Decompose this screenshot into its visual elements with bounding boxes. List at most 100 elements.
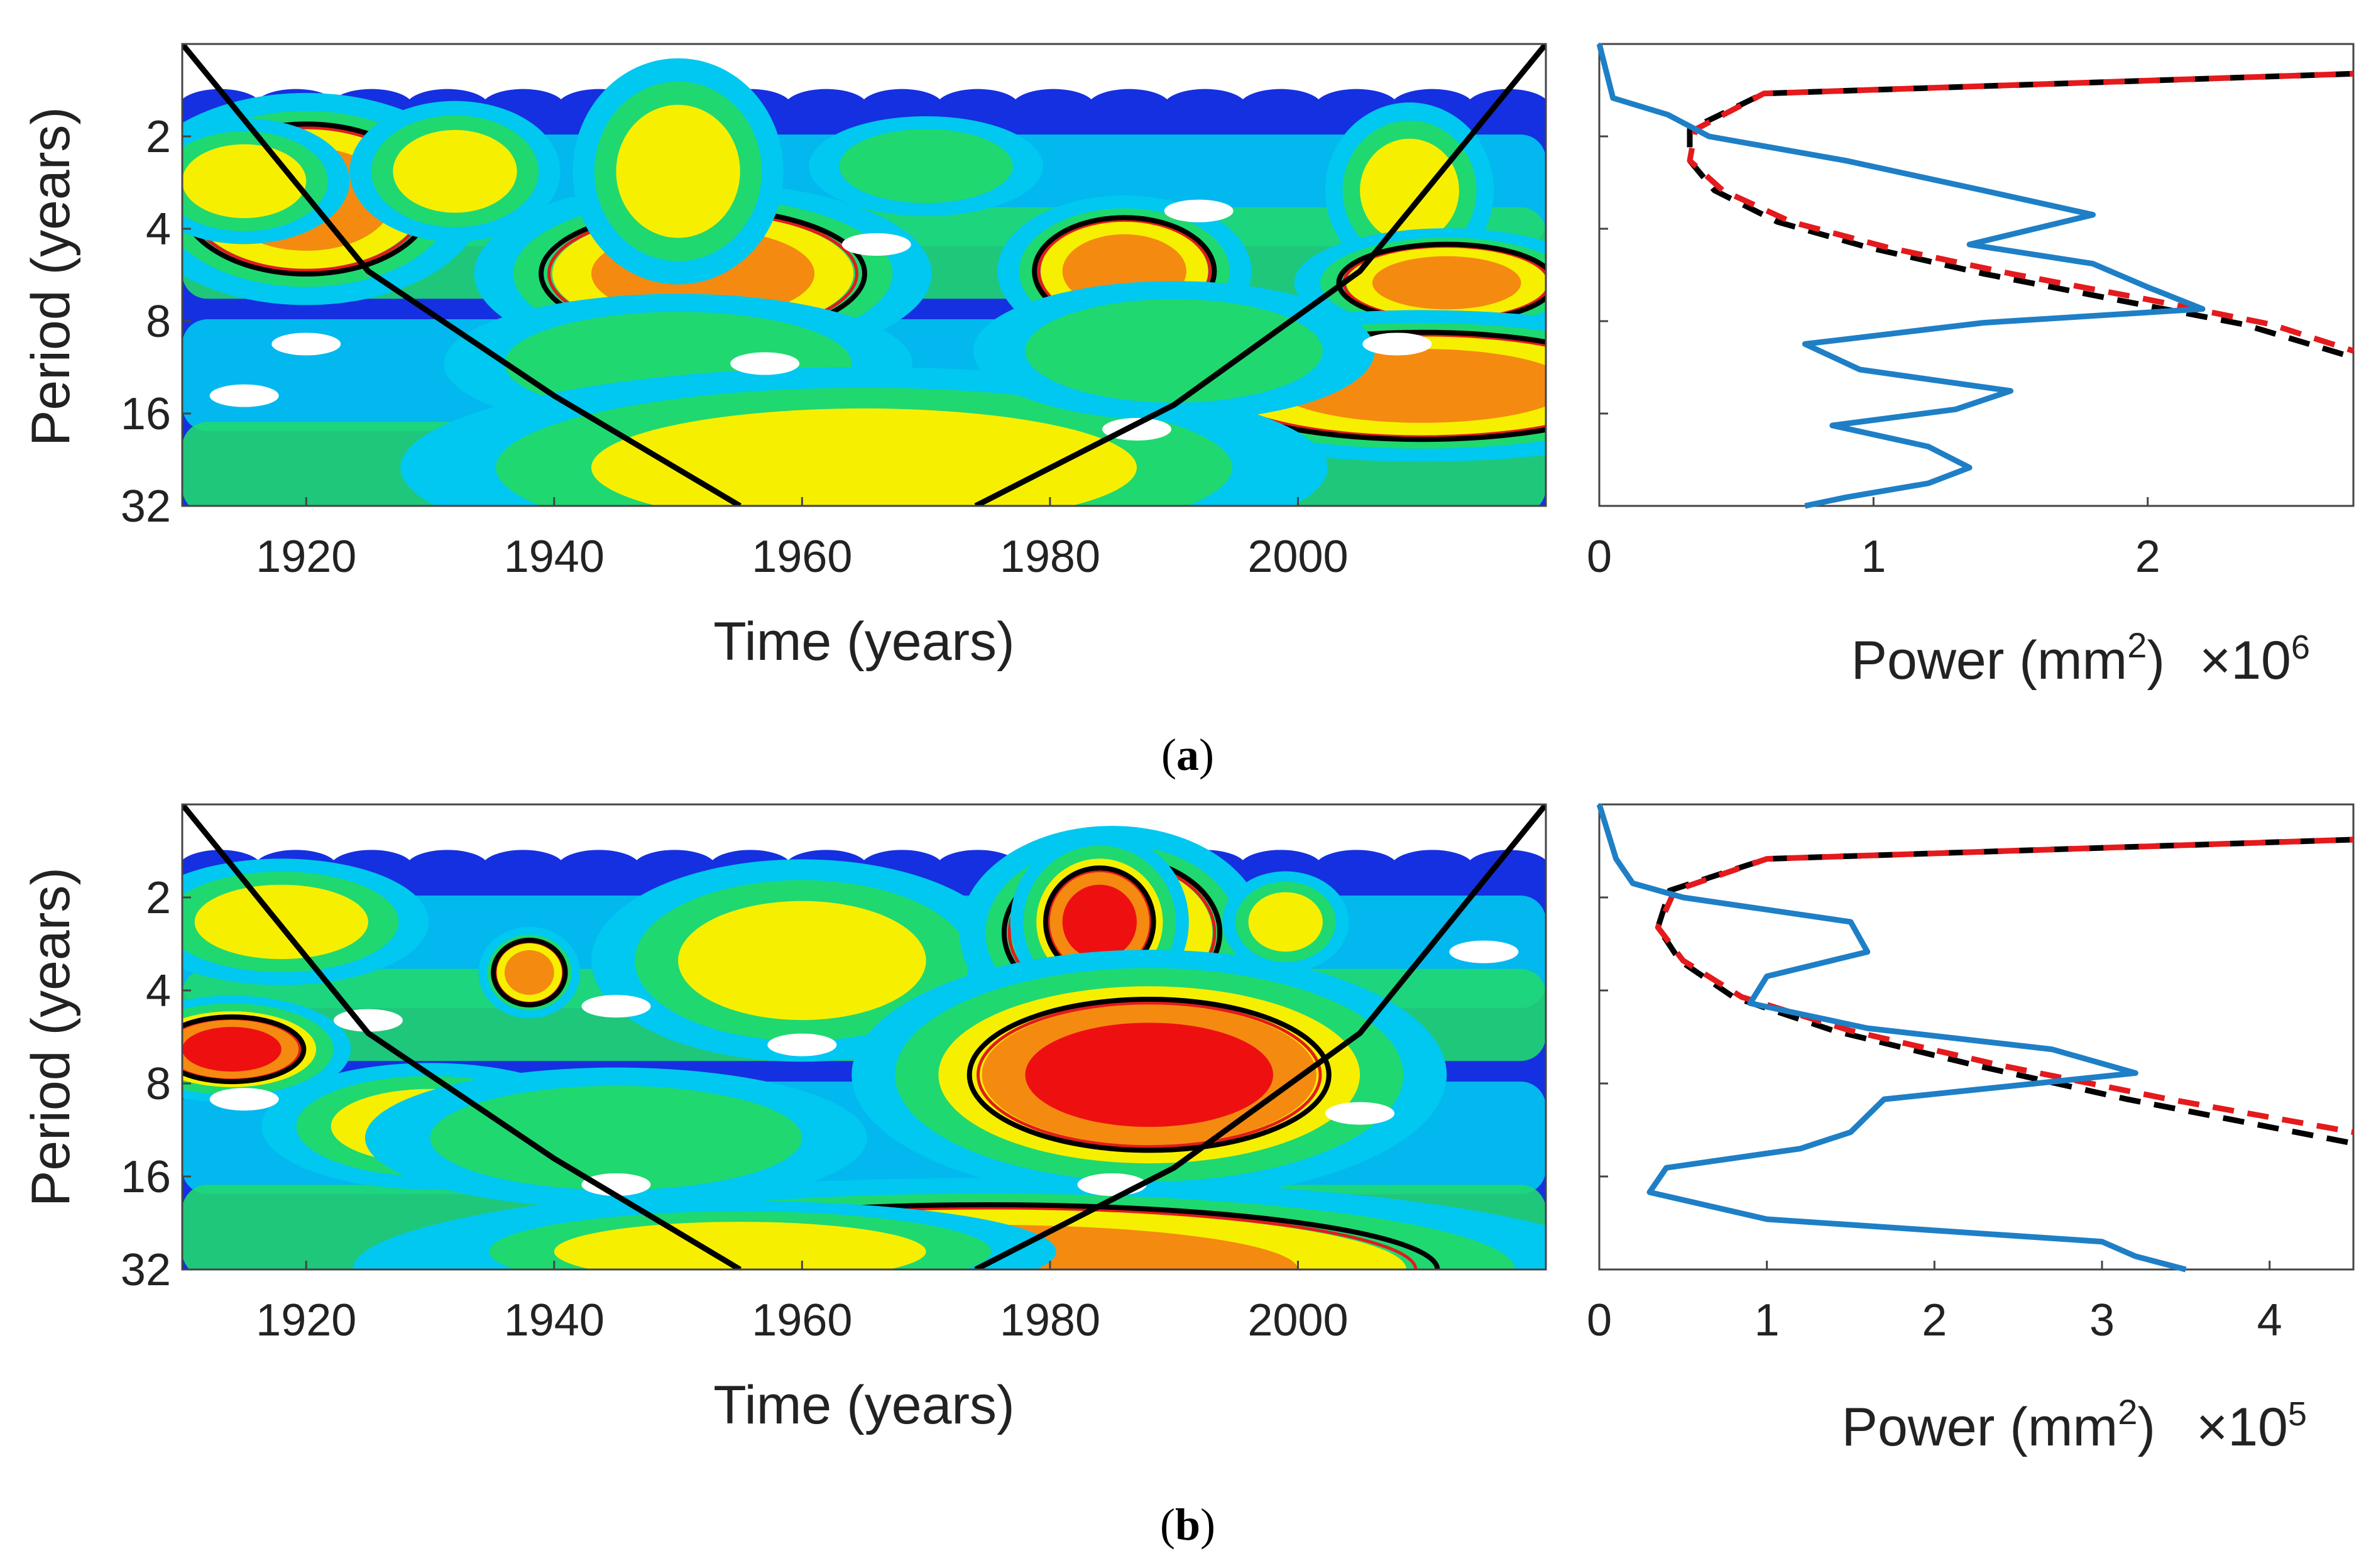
significance-contour-black: [182, 1014, 307, 1085]
y-tick-label: 2: [146, 873, 171, 923]
gws-x-tick-label: 4: [2257, 1295, 2282, 1346]
significance-line-red: [1655, 836, 2354, 1135]
contour-scallop: [481, 850, 565, 885]
contour-blob: [678, 901, 926, 1021]
scalogram-a-y-ticks: 2 4 8 16 32: [121, 112, 191, 532]
scalogram-a: 2 4 8 16 32 1920 1940 1960 1980 2000 Time (years…: [21, 43, 1547, 672]
contour-scallop: [784, 89, 868, 124]
contour-island: [1449, 940, 1519, 963]
gws-x-tick-label: 2: [2135, 532, 2160, 582]
gws-x-tick-label: 1: [1755, 1295, 1780, 1346]
contour-blob: [1062, 884, 1137, 960]
global-power-line: [1596, 803, 2187, 1273]
contour-scallop: [936, 89, 1020, 124]
scalogram-b-x-ticks: 1920 1940 1960 1980 2000: [256, 1261, 1349, 1346]
significance-contour-red: [976, 1001, 1322, 1149]
global-spectrum-a-frame: [1598, 43, 2355, 507]
scalogram-b: 2 4 8 16 32 1920 1940 1960 1980 2000 Time (years…: [21, 803, 1547, 1435]
contour-island: [209, 1088, 279, 1111]
y-tick-label: 32: [121, 1245, 171, 1295]
contour-blob: [839, 129, 1013, 204]
contour-blob: [616, 104, 740, 238]
y-tick-label: 32: [121, 481, 171, 532]
gws-x-tick-label: 1: [1861, 532, 1886, 582]
contour-blob: [182, 144, 307, 219]
contour-blob: [1360, 138, 1459, 243]
scalogram-b-y-ticks: 2 4 8 16 32: [121, 873, 191, 1295]
x-tick-label: 2000: [1247, 532, 1348, 582]
x-tick-label: 1920: [256, 532, 356, 582]
contour-blob: [1372, 256, 1521, 310]
x-tick-label: 1960: [752, 532, 852, 582]
global-spectrum-b-x-ticks: 0 1 2 3 4: [1587, 1261, 2282, 1346]
contour-low-power-region: [182, 44, 1546, 107]
gws-x-tick-label: 2: [1922, 1295, 1947, 1346]
scalogram-b-frame: [181, 803, 1547, 1271]
significance-contour-black: [491, 937, 568, 1007]
contour-island: [841, 233, 911, 256]
contour-blob: [1025, 1022, 1273, 1127]
global-spectrum-b-frame: [1598, 803, 2355, 1271]
contour-low-power-region: [182, 804, 1546, 868]
contour-scallop: [860, 89, 944, 124]
contour-island: [333, 1009, 403, 1032]
y-tick-label: 8: [146, 297, 171, 347]
global-power-line: [1596, 43, 2206, 509]
x-tick-label: 1920: [256, 1295, 356, 1346]
global-spectrum-a: 0 1 2 Power (mm2) ×106: [1587, 43, 2355, 691]
caption-b: (b): [1160, 1499, 1215, 1550]
contour-island: [1362, 332, 1432, 356]
x-tick-label: 1940: [504, 1295, 605, 1346]
scalogram-b-ylabel: Period (years): [21, 867, 81, 1207]
scalogram-a-frame: [181, 43, 1547, 507]
contour-blob: [194, 884, 368, 960]
contour-island: [581, 995, 651, 1018]
global-spectrum-a-xlabel: Power (mm2): [1851, 625, 2165, 691]
contour-scallop: [557, 850, 641, 885]
contour-scallop: [1390, 850, 1474, 885]
significance-contour-red: [559, 1206, 1418, 1269]
contour-island: [767, 1033, 837, 1056]
y-tick-label: 4: [146, 204, 171, 255]
global-spectrum-a-lines: [1596, 43, 2355, 509]
contour-scallop: [1239, 89, 1323, 124]
contour-blob: [504, 950, 554, 995]
contour-blob: [430, 1085, 802, 1190]
contour-scallop: [1087, 89, 1171, 124]
contour-blob: [1025, 299, 1323, 403]
contour-scallop: [1163, 89, 1247, 124]
x-tick-label: 2000: [1247, 1295, 1348, 1346]
gws-x-tick-label: 0: [1587, 532, 1612, 582]
y-tick-label: 2: [146, 112, 171, 162]
y-tick-label: 8: [146, 1059, 171, 1109]
scalogram-a-contours: [182, 44, 1546, 506]
gws-x-tick-label: 0: [1587, 1295, 1612, 1346]
x-tick-label: 1980: [1000, 1295, 1100, 1346]
contour-blob: [554, 1222, 926, 1269]
y-tick-label: 16: [121, 389, 171, 439]
scalogram-b-xlabel: Time (years): [713, 1375, 1014, 1435]
cone-of-influence-b: [182, 804, 1546, 1269]
x-tick-label: 1960: [752, 1295, 852, 1346]
significance-line-black: [1687, 70, 2355, 361]
contour-island: [1164, 199, 1234, 222]
scalogram-a-x-ticks: 1920 1940 1960 1980 2000: [256, 497, 1349, 582]
global-spectrum-b-multiplier: ×105: [2196, 1395, 2307, 1457]
global-spectrum-b-lines: [1596, 803, 2354, 1273]
contour-scallop: [1315, 850, 1398, 885]
contour-scallop: [405, 850, 490, 885]
global-spectrum-a-multiplier: ×106: [2199, 628, 2310, 691]
contour-blob: [393, 129, 517, 213]
contour-island: [209, 384, 279, 407]
global-spectrum-b: 0 1 2 3 4 Power (mm2) ×105: [1587, 803, 2355, 1457]
significance-contour-black: [966, 997, 1332, 1153]
cone-of-influence-a: [182, 44, 1546, 506]
scalogram-a-ylabel: Period (years): [21, 107, 81, 446]
scalogram-b-contours: [182, 804, 1546, 1269]
contour-blob: [591, 408, 1137, 506]
contour-scallop: [1012, 89, 1095, 124]
y-tick-label: 4: [146, 966, 171, 1016]
gws-x-tick-label: 3: [2089, 1295, 2115, 1346]
